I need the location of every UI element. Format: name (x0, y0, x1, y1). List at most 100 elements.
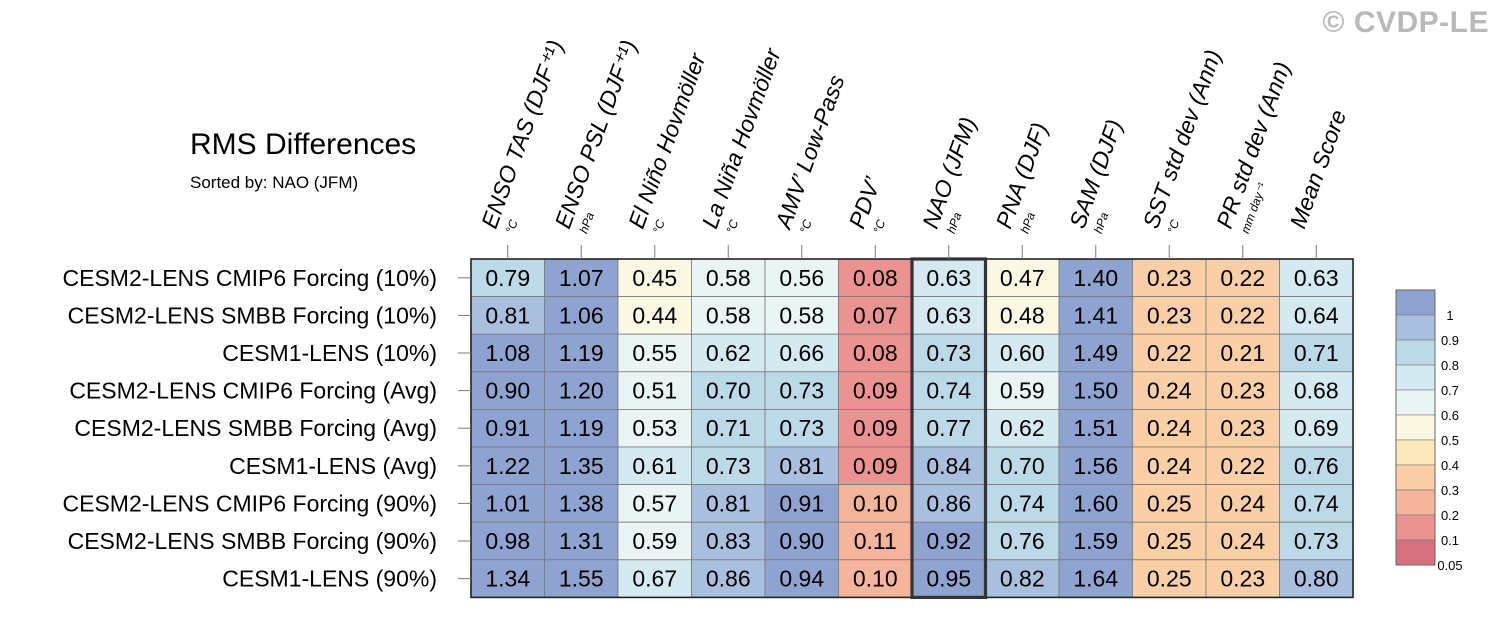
cell-value: 0.70 (1000, 453, 1045, 479)
heatmap-cell (1279, 333, 1354, 373)
legend-label: 0.5 (1441, 433, 1459, 448)
cell-value: 0.25 (1147, 490, 1192, 516)
cell-value: 0.59 (1000, 378, 1045, 404)
heatmap-cell (470, 559, 545, 598)
heatmap-cell (1205, 484, 1280, 523)
column-label: ENSO PSL (DJF⁺¹) (550, 36, 642, 231)
column-header: SAM (DJF)hPa (1064, 116, 1127, 235)
cell-value: 0.80 (1294, 566, 1339, 592)
cell-value: 0.61 (632, 453, 677, 479)
cell-value: 0.81 (706, 490, 751, 516)
cell-value: 1.19 (559, 340, 604, 366)
column-unit: hPa (577, 210, 598, 235)
cell-value: 0.23 (1147, 265, 1192, 291)
legend-swatch (1395, 514, 1436, 541)
heatmap-cell (764, 521, 839, 561)
column-unit: °C (1165, 218, 1183, 236)
heatmap-cell (764, 559, 839, 598)
heatmap-cell (691, 333, 766, 373)
cell-value: 0.82 (1000, 566, 1045, 592)
column-label: Mean Score (1285, 106, 1352, 231)
cell-value: 1.51 (1073, 415, 1118, 441)
heatmap-cell (470, 408, 545, 448)
cell-value: 1.19 (559, 415, 604, 441)
heatmap-cell (838, 484, 913, 523)
heatmap-cell (985, 446, 1060, 485)
heatmap-cell (1279, 484, 1354, 523)
column-unit: °C (724, 218, 742, 236)
cell-value: 0.62 (1000, 415, 1045, 441)
heatmap-cell (691, 521, 766, 561)
cell-value: 0.23 (1147, 302, 1192, 328)
cell-value: 0.76 (1000, 528, 1045, 554)
cell-value: 1.55 (559, 566, 604, 592)
cell-value: 0.63 (1294, 265, 1339, 291)
cell-value: 0.11 (854, 528, 897, 554)
cell-value: 0.64 (1294, 302, 1339, 328)
row-label: CESM2-LENS CMIP6 Forcing (90%) (63, 490, 438, 516)
column-unit: hPa (1091, 210, 1112, 235)
heatmap-cell (617, 333, 692, 373)
cell-value: 0.24 (1147, 378, 1192, 404)
cell-value: 1.59 (1073, 528, 1118, 554)
cell-value: 0.09 (853, 378, 898, 404)
legend-swatch (1395, 464, 1436, 491)
heatmap-cell (691, 446, 766, 485)
heatmap-cell (764, 446, 839, 485)
cell-value: 1.31 (559, 528, 604, 554)
cell-value: 0.86 (926, 490, 971, 516)
column-header: Mean Score (1285, 106, 1352, 231)
legend-label: 0.9 (1441, 333, 1459, 348)
heatmap-cell (911, 446, 986, 485)
legend-swatch (1395, 289, 1436, 316)
legend-label: 0.05 (1437, 558, 1462, 573)
cell-value: 0.22 (1220, 302, 1265, 328)
legend-label: 0.7 (1441, 383, 1459, 398)
heatmap-cell (1279, 521, 1354, 561)
cell-value: 1.01 (485, 490, 530, 516)
legend-swatch (1395, 539, 1436, 566)
heatmap-cell (838, 408, 913, 448)
row-label: CESM2-LENS SMBB Forcing (Avg) (74, 415, 437, 441)
cell-value: 0.51 (632, 378, 677, 404)
cell-value: 1.64 (1073, 566, 1118, 592)
heatmap-cell (1058, 521, 1133, 561)
legend-label: 0.1 (1441, 533, 1459, 548)
heatmap-cell (1132, 484, 1207, 523)
cell-value: 0.62 (706, 340, 751, 366)
cell-value: 0.81 (485, 302, 530, 328)
heatmap-cell (764, 371, 839, 410)
heatmap-cell (1205, 559, 1280, 598)
cell-value: 0.10 (853, 490, 898, 516)
cell-value: 1.20 (559, 378, 604, 404)
column-label: AMV’ Low-Pass (769, 71, 849, 234)
heatmap-cell (691, 484, 766, 523)
cell-value: 0.55 (632, 340, 677, 366)
legend-swatch (1395, 314, 1436, 341)
legend-swatch (1395, 364, 1436, 391)
cell-value: 1.49 (1073, 340, 1118, 366)
legend-label: 0.6 (1441, 408, 1459, 423)
cell-value: 0.23 (1220, 415, 1265, 441)
cell-value: 1.35 (559, 453, 604, 479)
heatmap-cell (838, 333, 913, 373)
heatmap-cell (470, 296, 545, 335)
cell-value: 0.74 (1000, 490, 1045, 516)
heatmap-cell (1205, 408, 1280, 448)
heatmap-cell (691, 408, 766, 448)
row-label: CESM2-LENS CMIP6 Forcing (10%) (63, 265, 438, 291)
heatmap-cell (1205, 446, 1280, 485)
watermark: © CVDP-LE (1322, 6, 1489, 39)
cell-value: 0.45 (632, 265, 677, 291)
cell-value: 1.38 (559, 490, 604, 516)
cell-value: 0.24 (1220, 528, 1265, 554)
column-unit: °C (503, 218, 521, 236)
legend-swatch (1395, 414, 1436, 441)
heatmap-cell (838, 371, 913, 410)
cell-value: 0.59 (632, 528, 677, 554)
heatmap-cell (1279, 559, 1354, 598)
cell-value: 1.56 (1073, 453, 1118, 479)
legend-swatch (1395, 389, 1436, 416)
cell-value: 0.23 (1220, 378, 1265, 404)
cell-value: 0.09 (853, 453, 898, 479)
